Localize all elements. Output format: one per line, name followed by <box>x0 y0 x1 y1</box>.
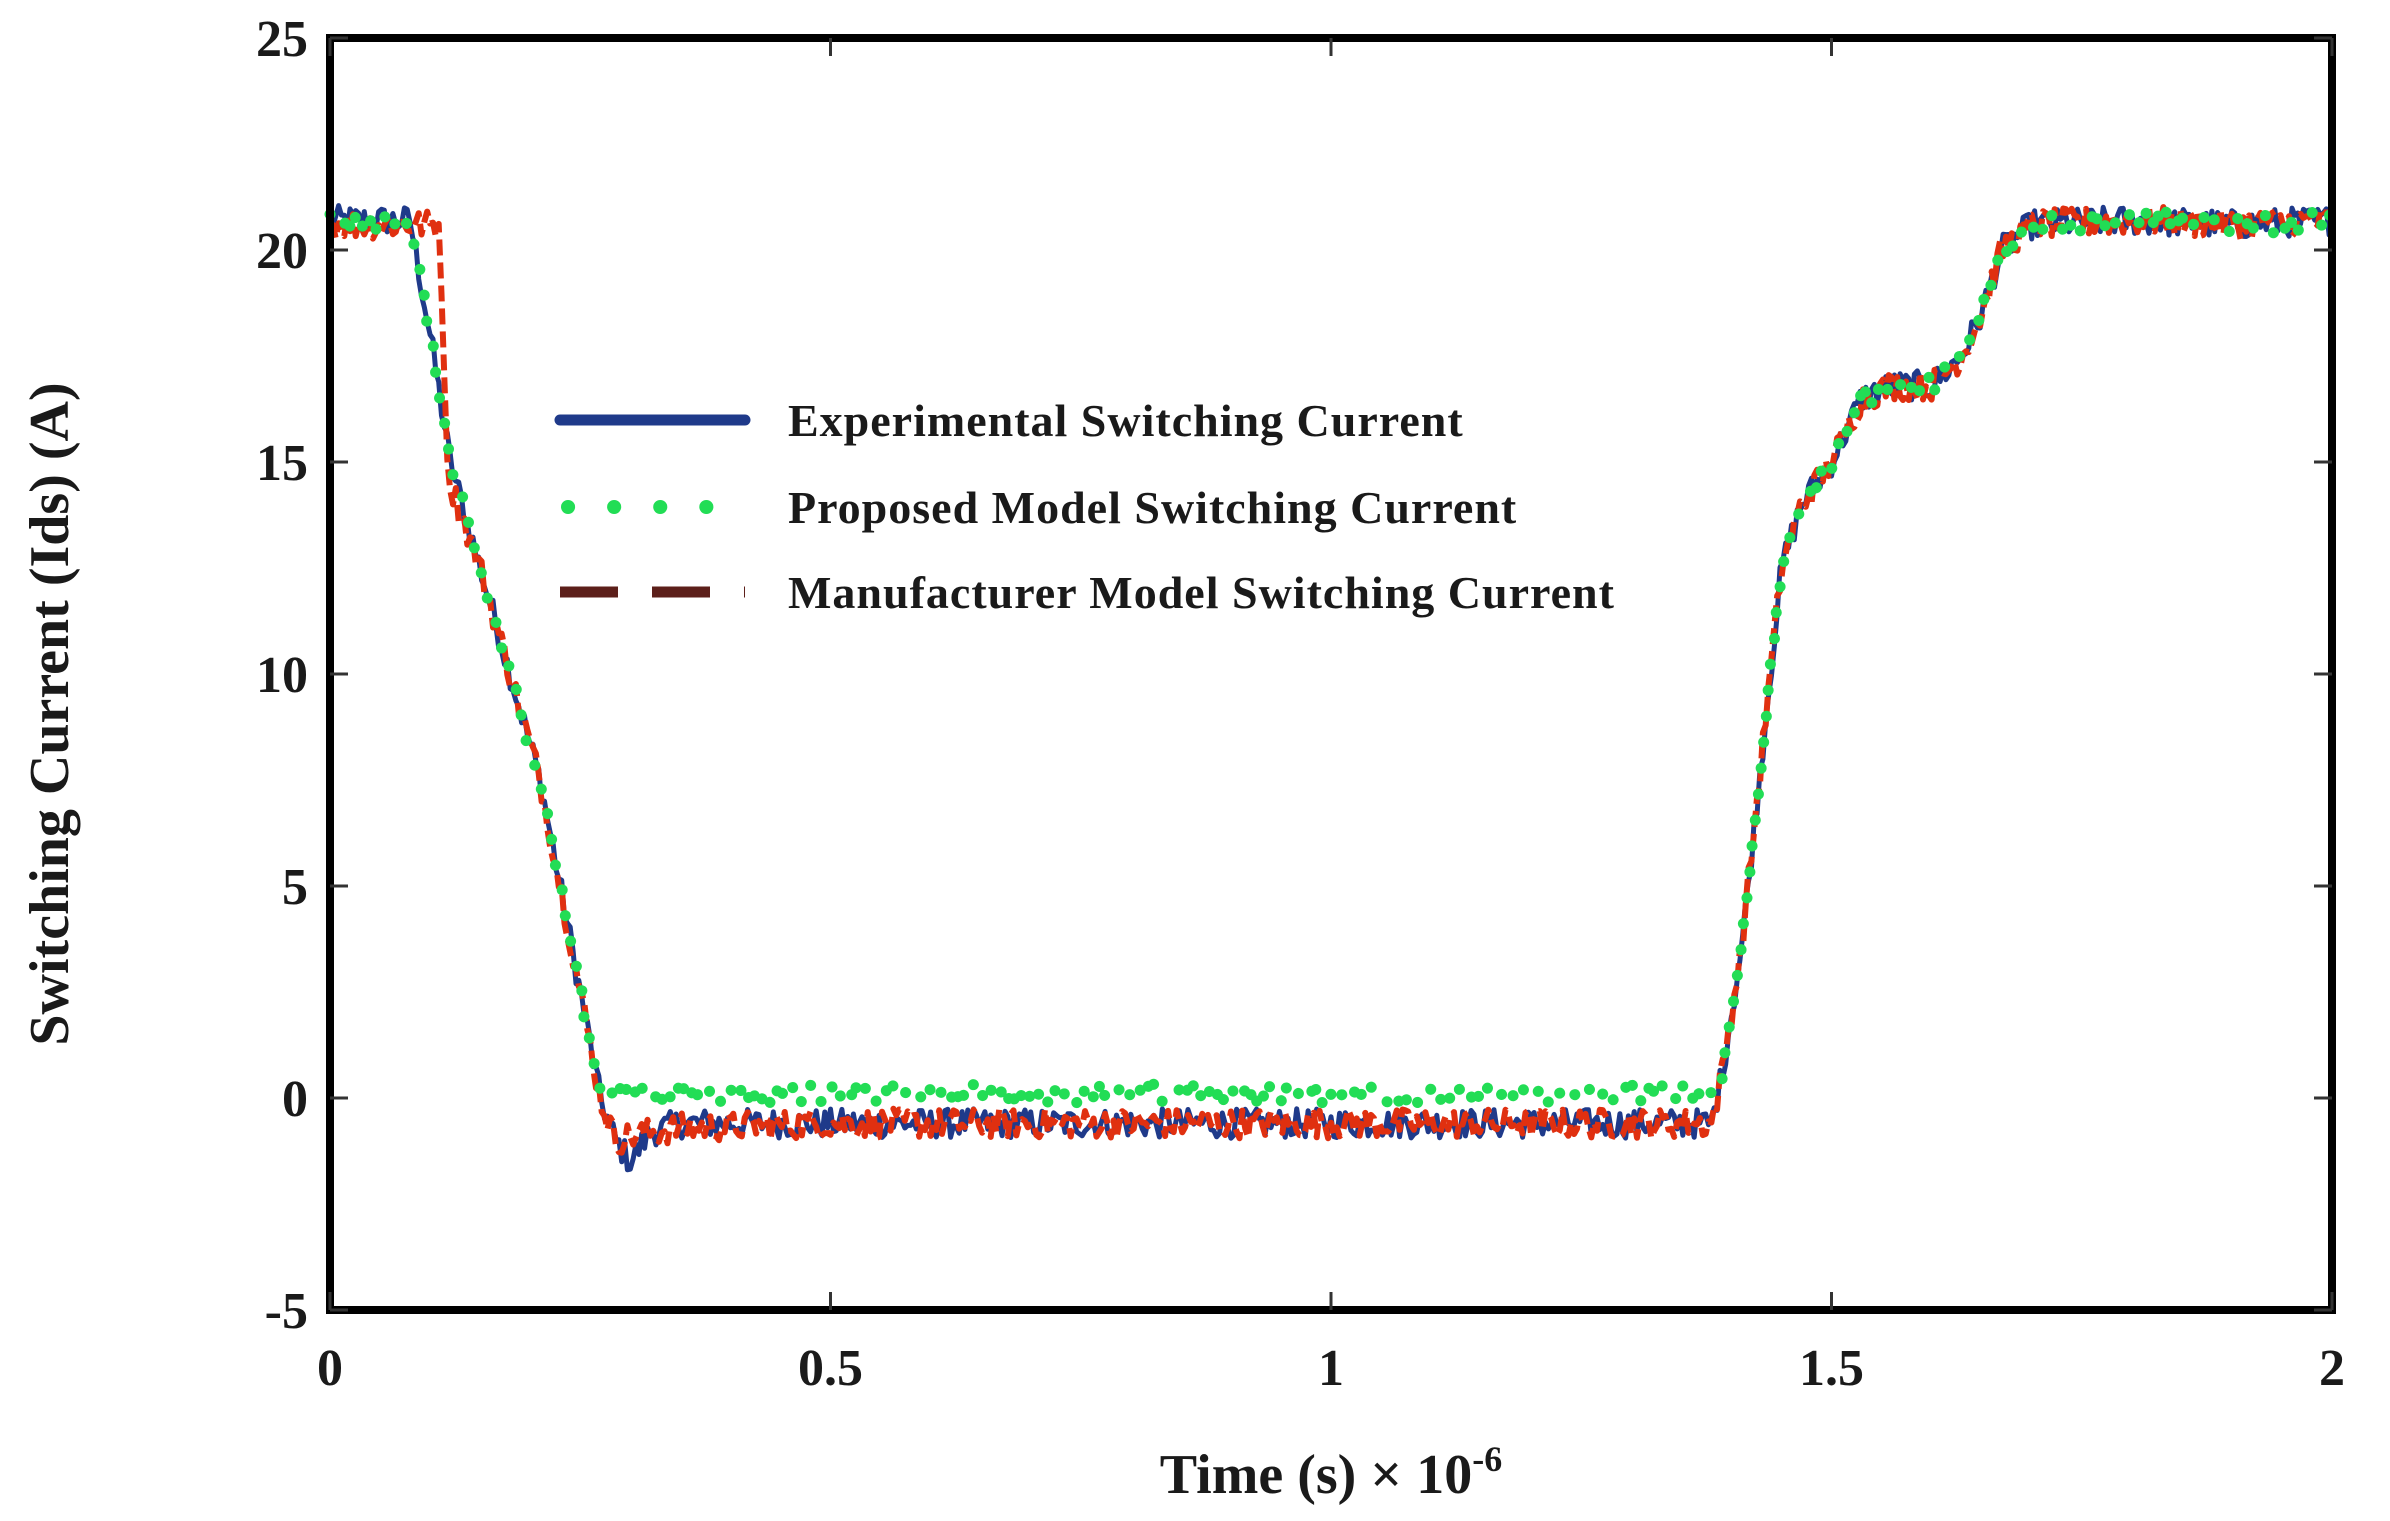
x-axis-title-text: Time (s) × 10 <box>1160 1444 1472 1506</box>
y-tick-label: 10 <box>256 647 308 704</box>
y-tick-label: 20 <box>256 223 308 280</box>
y-tick-label: 0 <box>282 1071 308 1128</box>
series-line-solid <box>327 203 2335 1173</box>
x-tick-label: 0 <box>317 1340 343 1397</box>
legend: Experimental Switching Current Proposed M… <box>554 395 1615 618</box>
y-axis-title: Switching Current (Ids) (A) <box>19 382 81 1045</box>
y-tick-label: 25 <box>256 11 308 68</box>
legend-label: Proposed Model Switching Current <box>788 482 1517 533</box>
x-axis-title: Time (s) × 10-6 <box>1160 1439 1502 1506</box>
y-tick-label: 5 <box>282 859 308 916</box>
series-line-dotted <box>324 204 2338 1110</box>
x-axis-exponent: -6 <box>1472 1439 1502 1479</box>
legend-label: Manufacturer Model Switching Current <box>788 567 1615 618</box>
x-tick-label: 0.5 <box>798 1340 863 1397</box>
x-tick-label: 2 <box>2319 1340 2345 1397</box>
y-tick-label: -5 <box>265 1283 308 1340</box>
y-tick-label: 15 <box>256 435 308 492</box>
x-tick-label: 1.5 <box>1799 1340 1864 1397</box>
x-tick-label: 1 <box>1318 1340 1344 1397</box>
series-line-dashed <box>329 204 2335 1156</box>
series-layer <box>324 203 2338 1173</box>
legend-label: Experimental Switching Current <box>788 395 1464 446</box>
